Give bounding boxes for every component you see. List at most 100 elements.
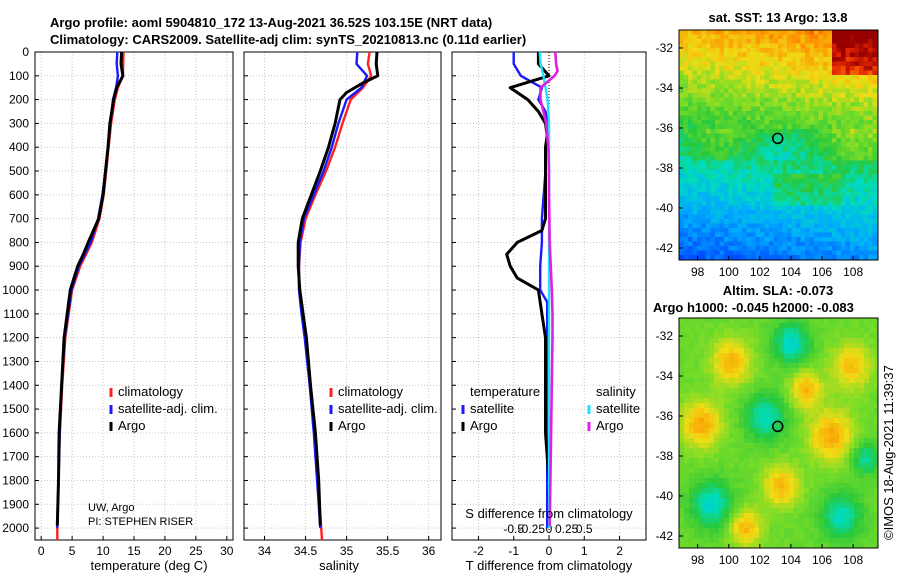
map-ytick-label: -32 [656,329,674,343]
sal-satellite-line [297,51,369,529]
sal-xtick-label: 35.5 [376,544,400,558]
legend-salinity-satellite: satellite [596,401,640,416]
map-xtick-label: 102 [750,265,770,279]
temp-argo-line [55,51,125,526]
map-ytick-label: -42 [656,529,674,543]
depth-tick-label: 900 [9,259,29,273]
diff-xtick-label: 0 [546,544,553,558]
map-xtick-label: 108 [843,265,863,279]
depth-tick-label: 1500 [2,402,29,416]
map-ytick-label: -36 [656,121,674,135]
diff-temp-argo-line [505,52,551,526]
temperature-panel: 0 5 10 15 20 25 300100200300400500600700800900… [2,45,234,558]
temp-xtick-label: 0 [38,544,45,558]
legend-temperature-argo: Argo [470,418,497,433]
legend-salinity-argo: Argo [596,418,623,433]
legend-salinity-title: salinity [596,384,636,399]
temperature-xlabel: temperature (deg C) [90,558,207,573]
map-xtick-label: 104 [781,265,801,279]
sal-xtick-label: 36 [422,544,436,558]
map-ytick-label: -40 [656,489,674,503]
temp-climatology-line [56,51,125,540]
depth-tick-label: 100 [9,69,29,83]
legend-temp-argo: Argo [118,418,145,433]
depth-tick-label: 2000 [2,521,29,535]
map-xtick-label: 104 [781,553,801,567]
sal-argo-line [296,51,380,526]
temp-xtick-label: 5 [69,544,76,558]
depth-tick-label: 1700 [2,450,29,464]
map-xtick-label: 98 [691,265,705,279]
depth-tick-label: 1600 [2,426,29,440]
map-ytick-label: -40 [656,201,674,215]
sla-map: 98 100 102 104 106 108 -32 -34 -36 -38 -40 -42 [656,317,879,567]
difference-panel: -2 -1 0 1 2 -0.5-0.25 0 0.250.5 [451,51,647,558]
diff-sal-argo-line [539,51,559,526]
temp-xtick-label: 10 [96,544,110,558]
legend-temp-satellite: satellite-adj. clim. [118,401,218,416]
depth-tick-label: 0 [22,45,29,59]
salinity-xlabel: salinity [319,558,359,573]
legend-temp-climatology: climatology [118,384,184,399]
salinity-panel: 34 34.5 35 35.5 36 [243,51,442,558]
temp-xtick-label: 15 [127,544,141,558]
sal-xtick-label: 34.5 [294,544,318,558]
map-xtick-label: 108 [843,553,863,567]
sal-xtick-label: 34 [258,544,272,558]
copyright-stamp: ©IMOS 18-Aug-2021 11:39:37 [881,365,896,540]
depth-tick-label: 700 [9,212,29,226]
diff-xtick2-label: 0.5 [576,522,593,536]
diff-xtick2-label: 0.25 [555,522,579,536]
map-ytick-label: -38 [656,449,674,463]
map-ytick-label: -42 [656,241,674,255]
depth-tick-label: 600 [9,188,29,202]
map-ytick-label: -36 [656,409,674,423]
map-frame [678,317,879,549]
legend-sal-argo: Argo [338,418,365,433]
map-xtick-label: 100 [719,553,739,567]
pi-note-line2: PI: STEPHEN RISER [88,516,193,528]
temp-xtick-label: 20 [158,544,172,558]
diff-xtick-label: -2 [473,544,484,558]
map-xtick-label: 98 [691,553,705,567]
map-field [679,318,878,548]
depth-tick-label: 1400 [2,378,29,392]
depth-tick-label: 1200 [2,331,29,345]
map-field [679,30,878,260]
diff-xtick-label: 2 [616,544,623,558]
depth-tick-label: 200 [9,93,29,107]
diff-xtick2-label: -0.25 [518,522,546,536]
temp-xtick-label: 30 [220,544,234,558]
depth-tick-label: 1300 [2,354,29,368]
diff-xtick-label: -1 [508,544,519,558]
temp-xtick-label: 25 [189,544,203,558]
map-ytick-label: -38 [656,161,674,175]
diff-xtick2-label: -0.5 [503,522,524,536]
depth-tick-label: 1100 [3,307,29,321]
depth-tick-label: 500 [9,164,29,178]
temp-frame [34,51,234,541]
argo-position-marker [771,420,784,433]
depth-tick-label: 800 [9,235,29,249]
s-difference-xlabel: S difference from climatology [465,506,633,521]
legend-sal-climatology: climatology [338,384,404,399]
legend-temperature-satellite: satellite [470,401,514,416]
depth-tick-label: 1900 [2,497,29,511]
map-xtick-label: 102 [750,553,770,567]
pi-note-line1: UW, Argo [88,502,134,514]
depth-tick-label: 400 [9,140,29,154]
sla-map-title-line2: Argo h1000: -0.045 h2000: -0.083 [653,300,854,315]
sla-map-title-line1: Altim. SLA: -0.073 [723,283,834,298]
map-ytick-label: -34 [656,369,674,383]
argo-position-marker [771,132,784,145]
depth-tick-label: 1800 [2,473,29,487]
map-frame [678,29,879,261]
sst-map-title: sat. SST: 13 Argo: 13.8 [709,10,848,25]
depth-tick-label: 1000 [2,283,29,297]
map-ytick-label: -34 [656,81,674,95]
map-xtick-label: 106 [812,265,832,279]
legend-sal-satellite: satellite-adj. clim. [338,401,438,416]
sal-xtick-label: 35 [340,544,354,558]
sst-map: 98 100 102 104 106 108 -32 -34 -36 -38 -40 -42 [656,29,879,279]
